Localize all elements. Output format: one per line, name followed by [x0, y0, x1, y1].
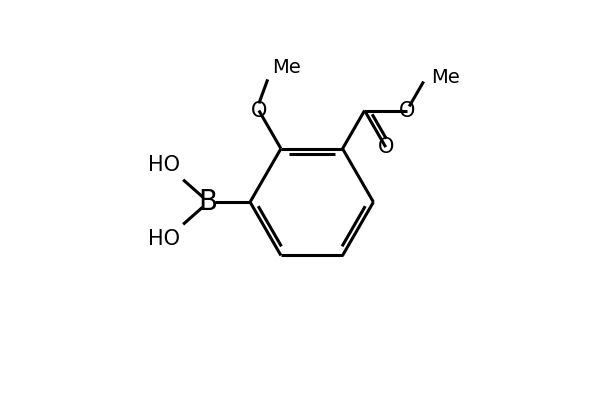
Text: HO: HO — [148, 229, 181, 249]
Text: Me: Me — [272, 58, 301, 77]
Text: Me: Me — [431, 68, 460, 87]
Text: O: O — [377, 137, 394, 157]
Text: O: O — [398, 100, 415, 120]
Text: HO: HO — [148, 155, 181, 175]
Text: O: O — [251, 100, 267, 120]
Text: B: B — [198, 188, 217, 216]
